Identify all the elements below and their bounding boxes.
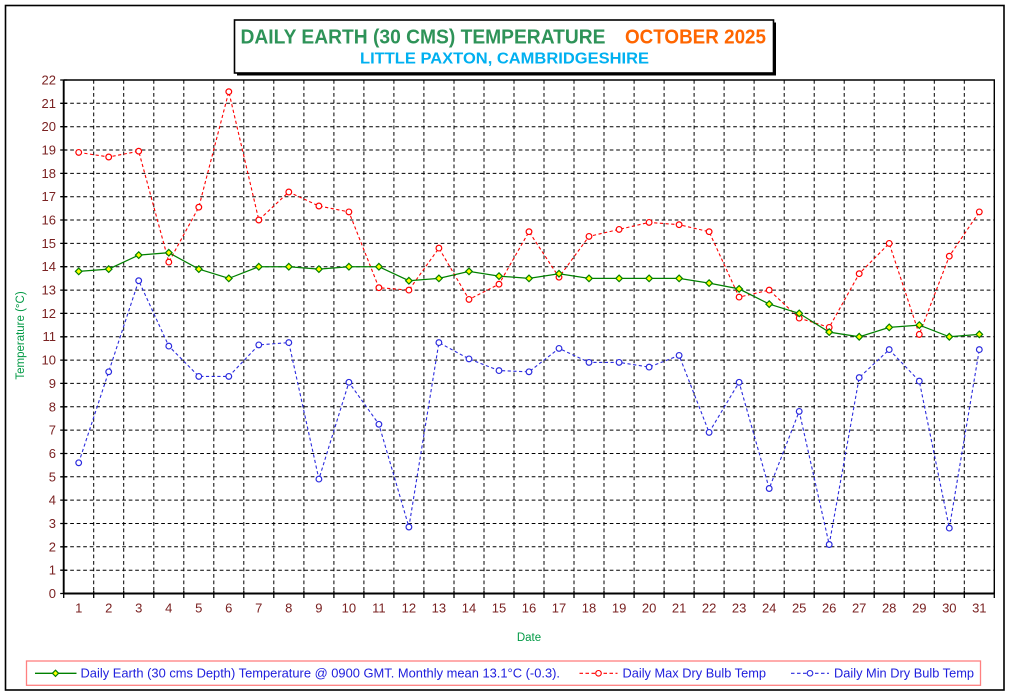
svg-text:18: 18 — [42, 166, 56, 181]
svg-text:22: 22 — [42, 73, 56, 88]
svg-text:5: 5 — [195, 601, 202, 616]
svg-text:13: 13 — [42, 283, 56, 298]
svg-text:4: 4 — [49, 493, 56, 508]
svg-text:19: 19 — [612, 601, 626, 616]
svg-text:15: 15 — [492, 601, 506, 616]
svg-text:8: 8 — [49, 399, 56, 414]
svg-text:11: 11 — [43, 329, 57, 344]
svg-text:16: 16 — [42, 213, 56, 228]
svg-text:6: 6 — [225, 601, 232, 616]
svg-text:11: 11 — [372, 601, 386, 616]
svg-text:16: 16 — [522, 601, 536, 616]
svg-text:9: 9 — [315, 601, 322, 616]
svg-text:3: 3 — [49, 516, 56, 531]
svg-text:10: 10 — [342, 601, 356, 616]
svg-text:21: 21 — [42, 96, 56, 111]
svg-text:Daily Max Dry Bulb Temp: Daily Max Dry Bulb Temp — [623, 666, 767, 681]
svg-text:1: 1 — [49, 563, 56, 578]
svg-text:LITTLE PAXTON, CAMBRIDGESHIRE: LITTLE PAXTON, CAMBRIDGESHIRE — [360, 51, 649, 68]
svg-text:Temperature (°C): Temperature (°C) — [15, 291, 27, 379]
svg-text:4: 4 — [165, 601, 172, 616]
svg-text:30: 30 — [942, 601, 956, 616]
svg-text:17: 17 — [552, 601, 566, 616]
svg-text:26: 26 — [822, 601, 836, 616]
svg-text:27: 27 — [852, 601, 866, 616]
svg-text:31: 31 — [972, 601, 986, 616]
svg-text:0: 0 — [49, 586, 56, 601]
svg-text:7: 7 — [49, 423, 56, 438]
svg-text:Daily Earth (30 cms Depth) Tem: Daily Earth (30 cms Depth) Temperature @… — [81, 666, 561, 681]
svg-text:14: 14 — [42, 259, 56, 274]
svg-text:6: 6 — [49, 446, 56, 461]
svg-text:19: 19 — [42, 143, 56, 158]
svg-text:23: 23 — [732, 601, 746, 616]
svg-text:10: 10 — [42, 353, 56, 368]
svg-text:2: 2 — [49, 539, 56, 554]
svg-text:2: 2 — [105, 601, 112, 616]
svg-text:17: 17 — [42, 189, 56, 204]
svg-text:22: 22 — [702, 601, 716, 616]
svg-text:12: 12 — [402, 601, 416, 616]
svg-text:13: 13 — [432, 601, 446, 616]
svg-text:28: 28 — [882, 601, 896, 616]
svg-text:15: 15 — [42, 236, 56, 251]
svg-text:8: 8 — [285, 601, 292, 616]
svg-text:20: 20 — [642, 601, 656, 616]
svg-text:1: 1 — [75, 601, 82, 616]
svg-text:24: 24 — [762, 601, 776, 616]
svg-text:Date: Date — [517, 632, 541, 644]
svg-text:3: 3 — [135, 601, 142, 616]
svg-text:5: 5 — [49, 469, 56, 484]
svg-text:12: 12 — [42, 306, 56, 321]
svg-text:25: 25 — [792, 601, 806, 616]
svg-text:20: 20 — [42, 119, 56, 134]
svg-text:DAILY EARTH (30 CMS) TEMPERATU: DAILY EARTH (30 CMS) TEMPERATURE — [241, 27, 606, 49]
svg-text:21: 21 — [672, 601, 686, 616]
svg-text:9: 9 — [49, 376, 56, 391]
svg-text:Daily Min Dry Bulb Temp: Daily Min Dry Bulb Temp — [834, 666, 974, 681]
svg-text:18: 18 — [582, 601, 596, 616]
svg-text:OCTOBER 2025: OCTOBER 2025 — [625, 27, 766, 49]
svg-text:14: 14 — [462, 601, 476, 616]
svg-text:7: 7 — [255, 601, 262, 616]
svg-text:29: 29 — [912, 601, 926, 616]
